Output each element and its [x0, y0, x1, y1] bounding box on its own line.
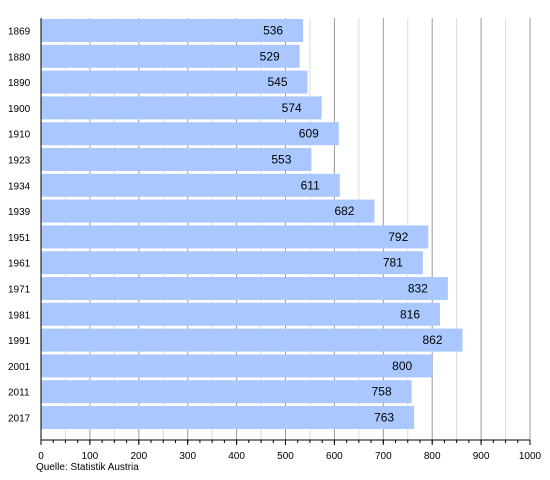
x-tick-label: 500 — [277, 451, 294, 462]
x-tick-label: 0 — [38, 451, 44, 462]
x-tick-label: 1000 — [519, 451, 542, 462]
value-label: 536 — [263, 24, 283, 38]
value-label: 529 — [260, 49, 280, 63]
value-label: 609 — [299, 127, 319, 141]
bar — [41, 199, 375, 223]
value-label: 816 — [400, 307, 420, 321]
x-tick-label: 400 — [228, 451, 245, 462]
x-tick-label: 800 — [424, 451, 441, 462]
bar — [41, 70, 308, 94]
category-label: 2011 — [8, 388, 30, 399]
bar — [41, 328, 463, 352]
category-label: 1880 — [8, 52, 31, 63]
bar — [41, 173, 340, 197]
bar — [41, 354, 433, 378]
bar — [41, 277, 448, 300]
value-label: 758 — [372, 385, 392, 399]
category-label: 1951 — [8, 233, 31, 244]
category-label: 1981 — [8, 310, 31, 321]
value-label: 781 — [383, 256, 403, 270]
bar — [41, 122, 339, 146]
x-tick-label: 300 — [179, 451, 196, 462]
category-label: 1910 — [8, 130, 31, 141]
bar — [41, 406, 415, 429]
category-label: 1923 — [8, 156, 31, 167]
source-note: Quelle: Statistik Austria — [36, 462, 139, 473]
category-label: 1934 — [8, 181, 31, 192]
x-tick-label: 900 — [473, 451, 490, 462]
category-label: 1991 — [8, 336, 31, 347]
value-label: 862 — [422, 333, 442, 347]
x-tick-label: 700 — [375, 451, 392, 462]
category-label: 2017 — [8, 414, 31, 425]
value-label: 545 — [267, 75, 287, 89]
bar — [41, 96, 322, 120]
bar — [41, 19, 304, 42]
category-label: 2001 — [8, 362, 31, 373]
value-label: 763 — [374, 411, 394, 425]
category-label: 1961 — [8, 259, 31, 270]
value-label: 611 — [301, 178, 320, 192]
category-label: 1939 — [8, 207, 31, 218]
value-label: 832 — [408, 282, 428, 296]
x-tick-label: 200 — [130, 451, 147, 462]
x-tick-label: 100 — [82, 451, 99, 462]
category-label: 1900 — [8, 104, 31, 115]
bar — [41, 380, 412, 404]
value-label: 800 — [392, 359, 412, 373]
bar — [41, 225, 429, 249]
bar — [41, 251, 423, 275]
bar — [41, 44, 300, 68]
value-label: 574 — [282, 101, 302, 115]
bar — [41, 302, 441, 326]
bar — [41, 148, 312, 171]
category-label: 1890 — [8, 78, 31, 89]
value-label: 553 — [271, 153, 291, 167]
category-label: 1971 — [8, 285, 31, 296]
value-label: 682 — [334, 204, 354, 218]
category-label: 1869 — [8, 27, 31, 38]
value-label: 792 — [388, 230, 408, 244]
x-tick-label: 600 — [326, 451, 343, 462]
